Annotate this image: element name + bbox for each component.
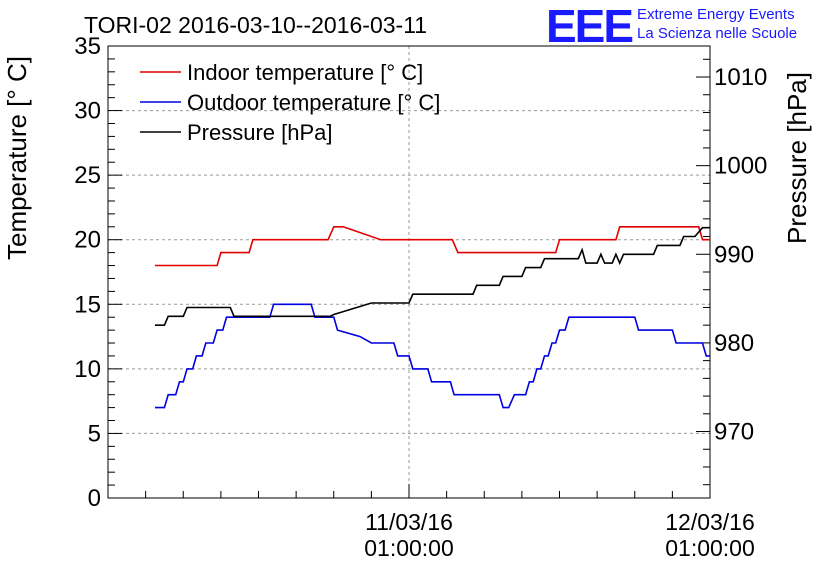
y2-tick-label: 1010: [714, 64, 767, 91]
legend-label-1: Outdoor temperature [° C]: [187, 90, 440, 115]
y2-tick-label: 1000: [714, 153, 767, 180]
legend-label-2: Pressure [hPa]: [187, 120, 333, 145]
x-tick-label-date: 11/03/16: [365, 509, 453, 535]
legend: Indoor temperature [° C] Outdoor temperat…: [140, 60, 440, 145]
chart-title: TORI-02 2016-03-10--2016-03-11: [84, 12, 427, 38]
y-tick-label: 30: [74, 98, 101, 125]
x-tick-label-date: 12/03/16: [665, 509, 755, 535]
y-tick-label: 10: [74, 356, 101, 383]
y-axis-label: Temperature [° C]: [2, 56, 32, 260]
y-tick-label: 35: [74, 33, 101, 60]
series-line-1: [155, 303, 710, 409]
y-tick-label: 25: [74, 162, 101, 189]
y2-tick-label: 990: [714, 241, 754, 268]
x-tick-label-time: 01:00:00: [364, 535, 454, 561]
eee-logo-line1: Extreme Energy Events: [637, 6, 795, 23]
series-line-2: [155, 226, 710, 327]
axes: 051015202530359709809901000101011/03/160…: [74, 33, 767, 561]
eee-logo-mark: EEE: [546, 0, 632, 52]
y-tick-label: 0: [88, 485, 101, 512]
series: [155, 226, 710, 409]
eee-logo: EEE Extreme Energy Events La Scienza nel…: [546, 0, 797, 52]
y-tick-label: 5: [88, 420, 101, 447]
y-tick-label: 15: [74, 291, 101, 318]
y-tick-label: 20: [74, 227, 101, 254]
series-line-0: [155, 226, 710, 267]
eee-logo-line2: La Scienza nelle Scuole: [637, 25, 797, 42]
x-tick-label-time: 01:00:00: [665, 535, 755, 561]
y2-tick-label: 970: [714, 419, 754, 446]
legend-label-0: Indoor temperature [° C]: [187, 60, 423, 85]
y2-axis-label: Pressure [hPa]: [782, 72, 812, 244]
y2-tick-label: 980: [714, 330, 754, 357]
